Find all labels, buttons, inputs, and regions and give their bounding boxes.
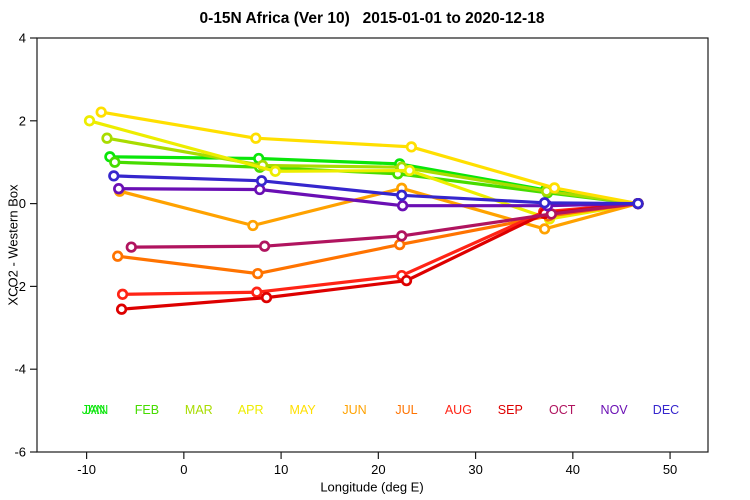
y-axis-label: XCO2 - Western Box bbox=[5, 184, 21, 306]
plot-box bbox=[36, 37, 709, 453]
chart-title: 0-15N Africa (Ver 10) 2015-01-01 to 2020… bbox=[199, 10, 545, 27]
data-point-dec bbox=[538, 197, 551, 209]
month-label-mar: MAR bbox=[185, 403, 213, 417]
data-point-dec bbox=[255, 175, 268, 187]
data-point-jun bbox=[247, 219, 259, 232]
x-tick-label: 30 bbox=[468, 462, 482, 477]
x-tick-label: 0 bbox=[180, 462, 187, 477]
x-tick-label: 50 bbox=[663, 462, 677, 477]
data-point-nov bbox=[396, 200, 409, 212]
data-point-aug bbox=[116, 288, 129, 300]
data-point-dec bbox=[108, 170, 120, 182]
y-tick-label: 2 bbox=[19, 113, 26, 128]
month-label-nov: NOV bbox=[601, 403, 629, 417]
month-label-jul: JUL bbox=[395, 403, 417, 417]
data-point-jul bbox=[252, 267, 264, 280]
month-label-may: MAY bbox=[290, 403, 317, 417]
data-point-may bbox=[250, 132, 262, 144]
data-point-nov bbox=[254, 183, 266, 196]
data-point-oct bbox=[125, 241, 137, 253]
data-point-feb bbox=[109, 156, 121, 168]
month-label-jun: JUN bbox=[342, 403, 366, 417]
y-tick-label: -4 bbox=[14, 362, 26, 377]
x-tick-label: 10 bbox=[274, 462, 288, 477]
data-point-apr bbox=[403, 164, 416, 177]
data-point-oct bbox=[258, 240, 271, 252]
data-point-aug bbox=[251, 286, 263, 298]
data-point-may bbox=[405, 141, 418, 153]
data-point-mar bbox=[101, 132, 113, 144]
x-tick-label: -10 bbox=[77, 462, 96, 477]
data-point-jul bbox=[394, 238, 406, 251]
x-tick-label: 40 bbox=[566, 462, 580, 477]
data-point-may bbox=[95, 106, 107, 118]
x-axis-label: Longitude (deg E) bbox=[320, 479, 424, 495]
data-point-sep bbox=[260, 291, 273, 304]
month-label-apr: APR bbox=[238, 403, 264, 417]
month-label-sep: SEP bbox=[498, 403, 523, 417]
data-point-jun bbox=[538, 223, 551, 235]
data-point-dec bbox=[396, 189, 408, 201]
y-tick-label: -6 bbox=[14, 445, 26, 460]
data-point-sep bbox=[400, 274, 413, 287]
data-point-may bbox=[548, 182, 561, 194]
y-tick-label: 0 bbox=[19, 196, 26, 211]
data-point-jul bbox=[112, 250, 124, 262]
y-tick-label: 4 bbox=[19, 31, 26, 46]
month-label-jan: JAN bbox=[82, 403, 106, 417]
data-point-dec bbox=[632, 197, 644, 210]
data-point-apr bbox=[269, 165, 281, 177]
month-label-jan: JAN bbox=[85, 403, 109, 417]
month-label-oct: OCT bbox=[549, 403, 576, 417]
data-point-sep bbox=[115, 303, 128, 315]
y-tick-label: -2 bbox=[14, 279, 26, 294]
data-point-apr bbox=[83, 115, 96, 127]
data-point-nov bbox=[113, 183, 125, 195]
month-label-feb: FEB bbox=[135, 403, 159, 417]
month-label-aug: AUG bbox=[445, 403, 472, 417]
month-label-dec: DEC bbox=[653, 403, 679, 417]
data-point-oct bbox=[396, 230, 408, 242]
x-tick-label: 20 bbox=[371, 462, 385, 477]
